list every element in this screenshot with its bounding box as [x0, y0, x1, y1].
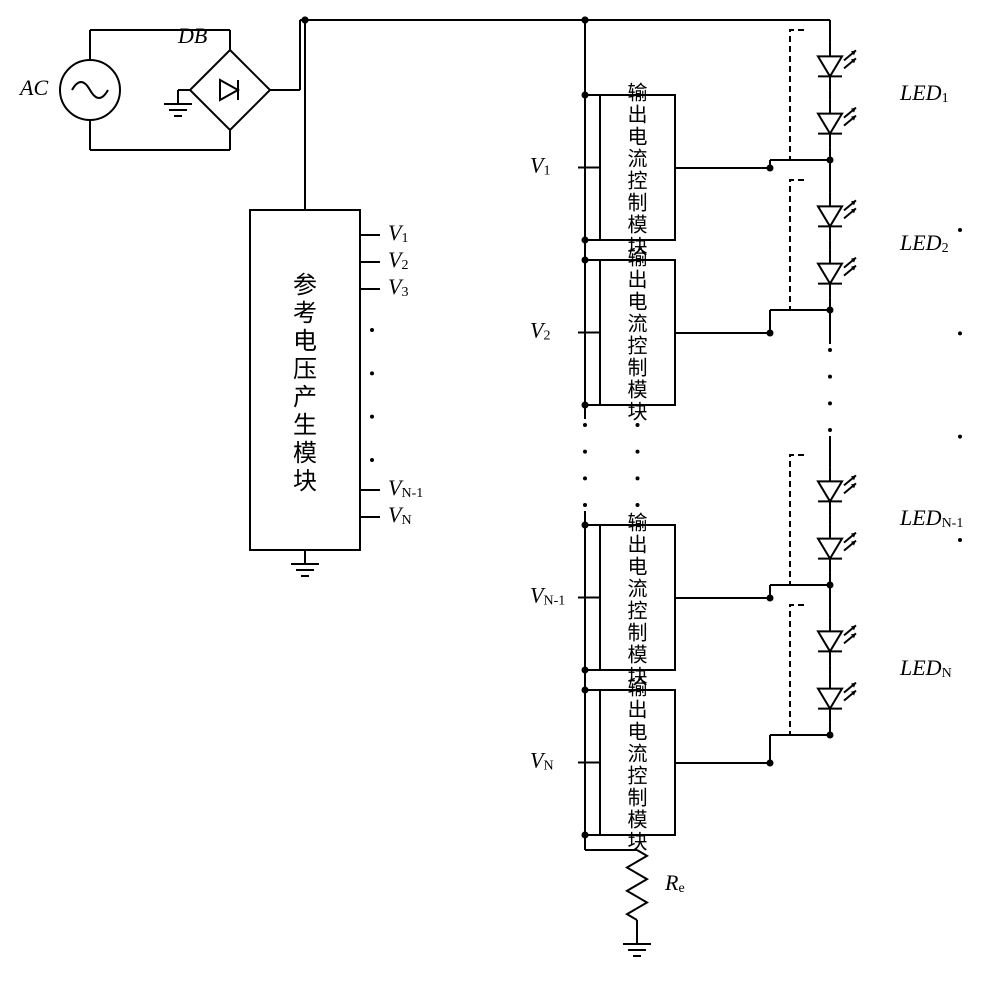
svg-text:电: 电: [628, 290, 648, 313]
svg-text:制: 制: [628, 786, 648, 809]
svg-text:V1: V1: [530, 153, 550, 179]
ac-source: [60, 60, 120, 120]
svg-text:出: 出: [628, 268, 648, 291]
svg-text:V3: V3: [388, 274, 408, 300]
svg-text:制: 制: [628, 191, 648, 214]
svg-text:模: 模: [628, 808, 648, 831]
svg-text:DB: DB: [177, 23, 207, 48]
svg-text:输: 输: [628, 246, 648, 269]
svg-text:块: 块: [628, 400, 648, 423]
svg-text:流: 流: [628, 742, 648, 765]
svg-text:LED2: LED2: [899, 230, 949, 256]
svg-text:电: 电: [628, 720, 648, 743]
svg-text:VN-1: VN-1: [530, 583, 565, 609]
led-group: [790, 605, 856, 735]
svg-text:VN: VN: [388, 502, 412, 528]
svg-text:模: 模: [293, 440, 317, 467]
svg-text:出: 出: [628, 533, 648, 556]
svg-text:模: 模: [628, 378, 648, 401]
svg-text:电: 电: [293, 328, 317, 355]
svg-text:压: 压: [293, 357, 317, 383]
svg-text:V2: V2: [388, 247, 408, 273]
svg-text:V2: V2: [530, 318, 550, 344]
svg-text:考: 考: [293, 300, 317, 327]
svg-text:流: 流: [628, 577, 648, 600]
svg-text:模: 模: [628, 213, 648, 236]
svg-text:控: 控: [628, 764, 648, 787]
svg-text:控: 控: [628, 169, 648, 192]
svg-text:出: 出: [628, 698, 648, 721]
svg-text:制: 制: [628, 621, 648, 644]
svg-text:Re: Re: [664, 870, 685, 896]
svg-text:生: 生: [293, 412, 317, 439]
led-group: [790, 180, 856, 310]
svg-text:参: 参: [293, 272, 317, 299]
svg-text:控: 控: [628, 334, 648, 357]
svg-text:电: 电: [628, 555, 648, 578]
svg-text:模: 模: [628, 643, 648, 666]
svg-text:出: 出: [628, 103, 648, 126]
svg-text:输: 输: [628, 676, 648, 699]
svg-text:LED1: LED1: [899, 80, 949, 106]
svg-text:LEDN-1: LEDN-1: [899, 505, 963, 531]
svg-text:输: 输: [628, 511, 648, 534]
svg-text:LEDN: LEDN: [899, 655, 952, 681]
svg-text:流: 流: [628, 312, 648, 335]
svg-text:电: 电: [628, 125, 648, 148]
svg-text:控: 控: [628, 599, 648, 622]
led-group: [790, 30, 856, 160]
svg-text:VN-1: VN-1: [388, 475, 423, 501]
svg-text:块: 块: [293, 468, 317, 495]
svg-text:输: 输: [628, 81, 648, 104]
led-group: [790, 455, 856, 585]
svg-text:VN: VN: [530, 748, 554, 774]
svg-text:制: 制: [628, 356, 648, 379]
svg-text:产: 产: [293, 384, 317, 411]
bridge-rectifier: [178, 50, 270, 130]
svg-text:AC: AC: [18, 75, 48, 100]
svg-text:V1: V1: [388, 220, 408, 246]
svg-text:流: 流: [628, 147, 648, 170]
sense-resistor: [627, 850, 647, 920]
